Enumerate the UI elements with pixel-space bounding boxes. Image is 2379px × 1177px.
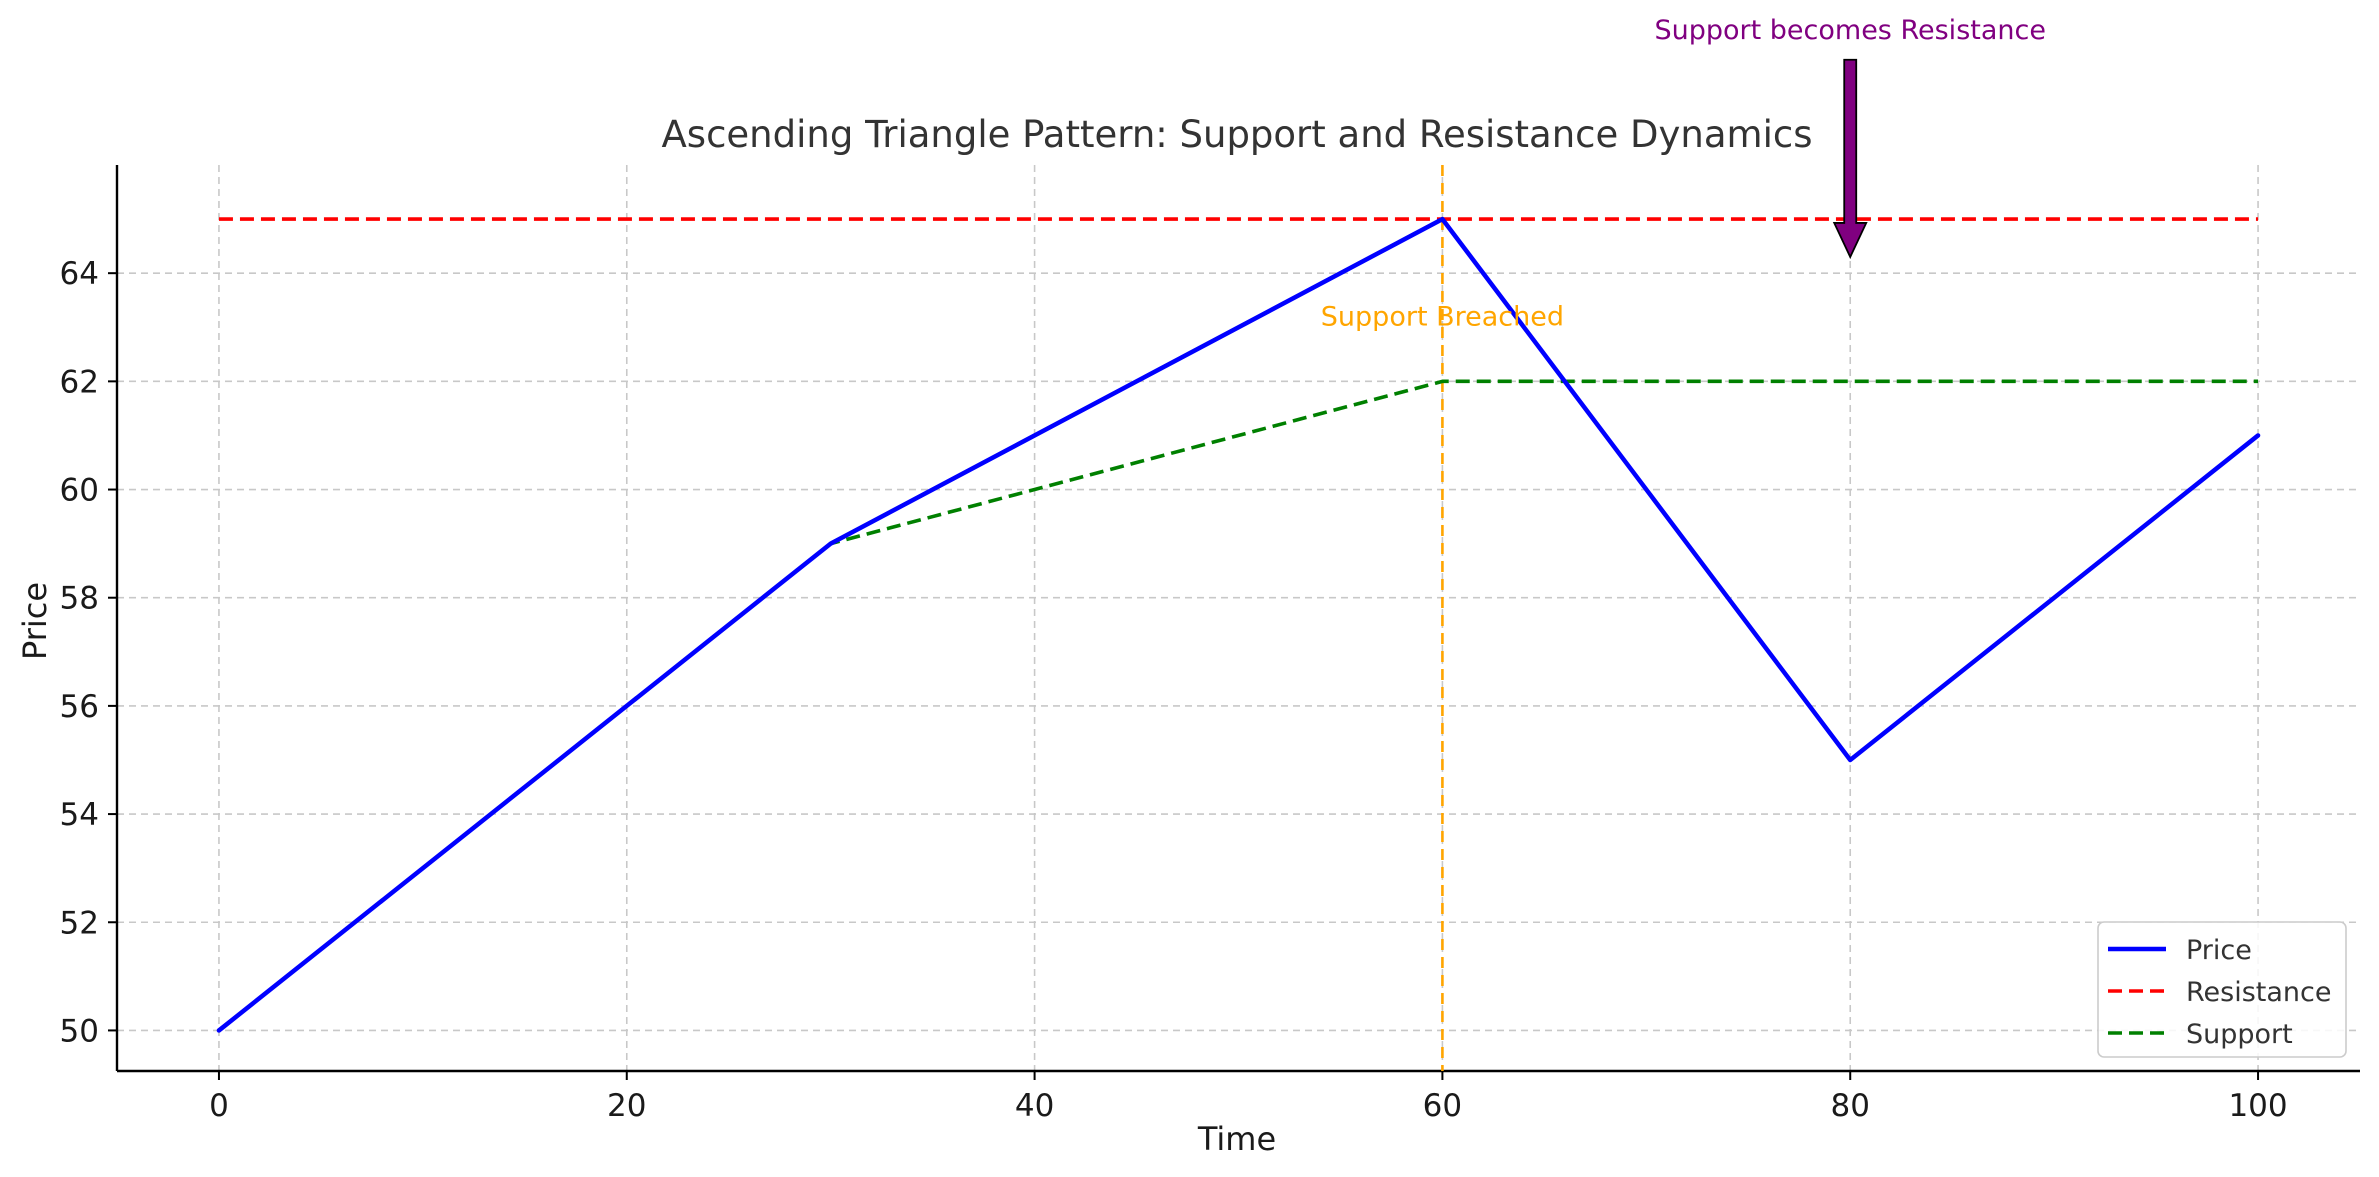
- x-tick-label: 100: [2228, 1088, 2287, 1124]
- y-axis-title: Price: [16, 582, 54, 660]
- annotations: Support Breached Support becomes Resistan…: [1321, 15, 2046, 333]
- legend-label: Price: [2186, 935, 2252, 966]
- y-tick-label: 52: [60, 905, 99, 941]
- series-lines: [216, 165, 2261, 1071]
- y-tick-label: 60: [60, 473, 99, 509]
- annotation-arrow-icon: [1832, 58, 1868, 260]
- axes: 0 20 40 60 80 100 50 52 54 56 58 60 62 64: [60, 165, 2360, 1124]
- y-tick-label: 54: [60, 797, 99, 833]
- y-tick-label: 58: [60, 581, 99, 617]
- y-tick-label: 64: [60, 256, 99, 292]
- grid: [117, 165, 2360, 1071]
- x-tick-label: 80: [1831, 1088, 1870, 1124]
- annotation-text: Support Breached: [1321, 301, 1564, 332]
- series-line-price: [216, 216, 2261, 1033]
- y-tick-label: 50: [60, 1013, 99, 1049]
- chart-title: Ascending Triangle Pattern: Support and …: [661, 113, 1812, 156]
- x-axis-title: Time: [1197, 1120, 1276, 1158]
- y-tick-label: 56: [60, 689, 99, 725]
- legend-label: Support: [2186, 1019, 2293, 1050]
- x-tick-label: 60: [1423, 1088, 1462, 1124]
- legend-label: Resistance: [2186, 977, 2332, 1008]
- legend: Price Resistance Support: [2097, 921, 2347, 1058]
- legend-box: [2097, 921, 2347, 1058]
- x-tick-label: 20: [607, 1088, 646, 1124]
- y-tick-label: 62: [60, 364, 99, 400]
- x-tick-label: 0: [209, 1088, 229, 1124]
- x-tick-label: 40: [1015, 1088, 1054, 1124]
- annotation-text: Support becomes Resistance: [1654, 15, 2046, 46]
